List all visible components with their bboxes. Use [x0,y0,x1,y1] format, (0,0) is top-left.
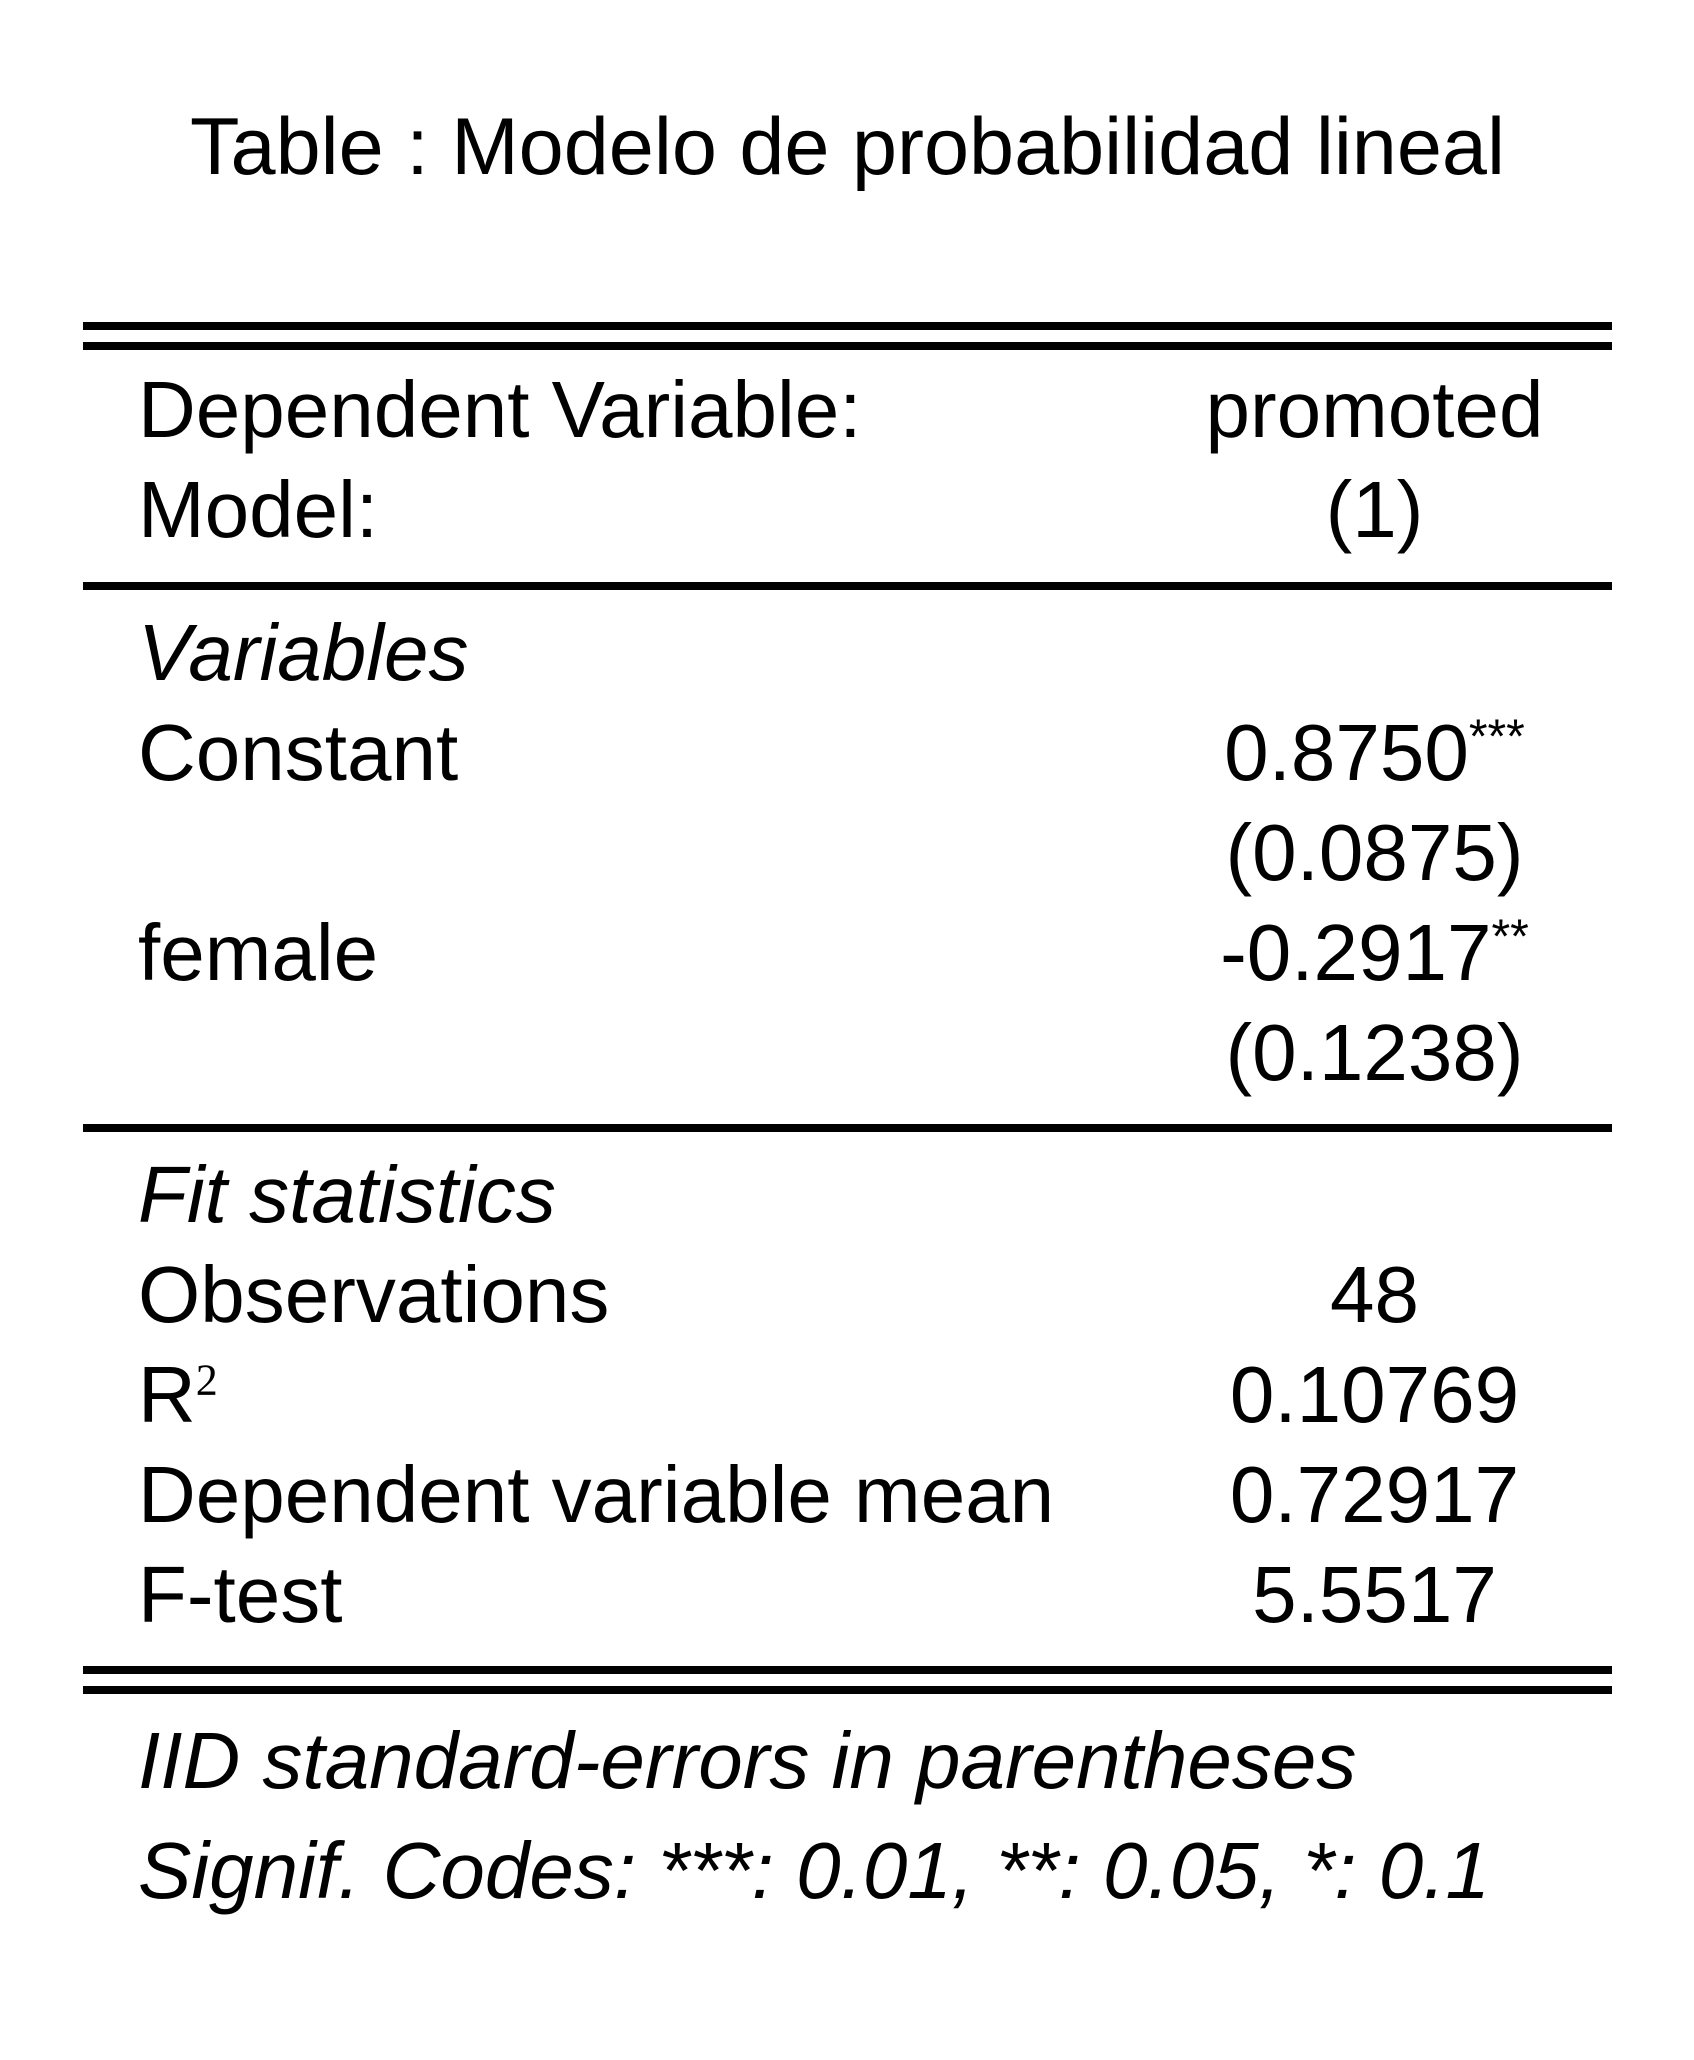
top-double-rule [83,322,1612,350]
dependent-variable-label: Dependent Variable: [138,365,862,454]
row-label: Constant [138,708,459,797]
model-number: (1) [1325,465,1424,554]
coefficient-value: -0.2917** [1137,903,1612,1003]
stderror-row: (0.1238) [83,1003,1612,1103]
rule-line [83,1686,1612,1694]
fit-stat-row: Observations 48 [83,1245,1612,1345]
model-label: Model: [138,465,379,554]
fit-stat-value: 0.72917 [1229,1450,1520,1539]
row-label: F-test [138,1550,343,1639]
section-heading-fit-statistics: Fit statistics [138,1150,556,1239]
row-label [83,803,1137,903]
dependent-variable-value: promoted [1205,365,1544,454]
row-label: Dependent variable mean [138,1450,1055,1539]
fit-stat-row: R2 0.10769 [83,1345,1612,1445]
coefficient-row: Constant 0.8750*** [83,703,1612,803]
stderror-value: (0.0875) [1225,808,1524,897]
mid-rule [83,1124,1612,1132]
regression-table: Table : Modelo de probabilidad lineal De… [83,105,1612,1926]
footnote-signif-codes: Signif. Codes: ***: 0.01, **: 0.05, *: 0… [138,1826,1490,1915]
fit-stat-row: F-test 5.5517 [83,1545,1612,1645]
r-squared-exponent: 2 [195,1355,218,1405]
fit-stat-row: Dependent variable mean 0.72917 [83,1445,1612,1545]
table-row: Dependent Variable: promoted [83,360,1612,460]
table-footnotes: IID standard-errors in parentheses Signi… [83,1694,1612,1926]
row-label: female [138,908,379,997]
stderror-value: (0.1238) [1225,1008,1524,1097]
r-squared-label: R [138,1350,196,1439]
bottom-double-rule [83,1666,1612,1694]
table-row: Model: (1) [83,460,1612,560]
fit-stat-value: 0.10769 [1229,1350,1520,1439]
section-heading-variables: Variables [138,608,469,697]
significance-stars: ** [1491,910,1529,964]
row-label [83,1003,1137,1103]
significance-stars: *** [1468,710,1525,764]
coefficient-row: female -0.2917** [83,903,1612,1003]
coefficient-value: 0.8750*** [1137,703,1612,803]
fit-stat-value: 5.5517 [1252,1550,1497,1639]
variables-section: Variables Constant 0.8750*** (0.0875) fe… [83,590,1612,1124]
row-label: Observations [138,1250,610,1339]
mid-rule [83,582,1612,590]
row-label: R2 [83,1345,1137,1445]
footnote-standard-errors: IID standard-errors in parentheses [138,1716,1357,1805]
rule-line [83,1666,1612,1674]
table-header: Dependent Variable: promoted Model: (1) [83,350,1612,582]
rule-line [83,322,1612,330]
fit-stat-value: 48 [1330,1250,1419,1339]
fit-statistics-section: Fit statistics Observations 48 R2 0.1076… [83,1132,1612,1666]
table-title: Table : Modelo de probabilidad lineal [190,102,1505,192]
coefficient-number: 0.8750 [1224,708,1469,797]
rule-line [83,342,1612,350]
coefficient-number: -0.2917 [1220,908,1492,997]
stderror-row: (0.0875) [83,803,1612,903]
